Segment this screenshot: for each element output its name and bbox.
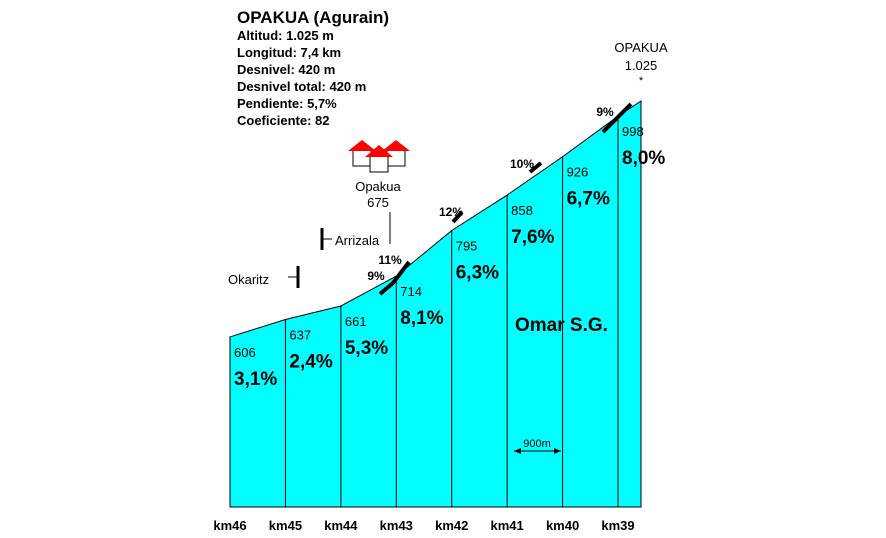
altitude-label: 661 [345, 314, 367, 329]
steep-marker [528, 161, 543, 174]
summit-altitude: 1.025 [625, 58, 658, 73]
profile-area [229, 100, 642, 508]
village-icon [348, 140, 410, 173]
gradient-label: 6,3% [456, 263, 499, 284]
x-tick-label: km43 [380, 518, 413, 533]
plot: 606 3,1% 637 2,4% 661 5,3% 714 8,1% 795 6,3% 858 7,… [229, 100, 665, 508]
steep-marker [451, 210, 464, 224]
altitude-label: 858 [511, 203, 533, 218]
x-tick-label: km42 [435, 518, 468, 533]
info-line: Longitud: 7,4 km [237, 45, 341, 60]
gradient-label: 6,7% [567, 189, 610, 210]
x-tick-label: km46 [213, 518, 246, 533]
summit-name: OPAKUA [614, 40, 668, 55]
gradient-label: 3,1% [234, 369, 277, 390]
village-altitude: 675 [367, 195, 389, 210]
steep-marker [601, 102, 633, 134]
gradient-label: 8,1% [400, 308, 443, 329]
scale-label: 900m [523, 438, 551, 450]
summit: OPAKUA 1.025 * [614, 40, 668, 87]
altitude-label: 795 [456, 239, 478, 254]
altitude-label: 714 [400, 284, 422, 299]
author: Omar S.G. [515, 315, 608, 336]
gradient-label: 5,3% [345, 338, 388, 359]
altitude-label: 637 [289, 327, 311, 342]
steep-label: 10% [510, 157, 534, 171]
steep-marker [391, 260, 411, 285]
x-tick-label: km44 [324, 518, 358, 533]
scale-arrow [514, 448, 521, 454]
info-line: Desnivel: 420 m [237, 62, 335, 77]
info: Altitud: 1.025 m Longitud: 7,4 km Desniv… [237, 28, 366, 128]
scale: 900m [514, 438, 561, 454]
scale-arrow [554, 448, 561, 454]
x-tick-label: km45 [269, 518, 302, 533]
steep-label: 9% [596, 105, 614, 119]
x-tick-label: km39 [601, 518, 634, 533]
x-tick-label: km41 [491, 518, 524, 533]
info-line: Desnivel total: 420 m [237, 79, 366, 94]
gradient-label: 8,0% [622, 148, 665, 169]
steep-label: 9% [367, 269, 385, 283]
village-name: Opakua [355, 179, 401, 194]
info-line: Altitud: 1.025 m [237, 28, 334, 43]
gradient-label: 2,4% [289, 351, 332, 372]
altitude-label: 998 [622, 124, 644, 139]
info-line: Pendiente: 5,7% [237, 96, 337, 111]
gradient-label: 7,6% [511, 227, 554, 248]
okaritz-label: Okaritz [228, 272, 269, 287]
altitude-label: 606 [234, 345, 256, 360]
info-line: Coeficiente: 82 [237, 113, 329, 128]
steep-marker [378, 281, 395, 296]
summit-marker: * [639, 75, 644, 87]
chart-title: OPAKUA (Agurain) [237, 8, 389, 27]
steep-label: 12% [439, 205, 463, 219]
arrizala-label: Arrizala [335, 233, 380, 248]
altitude-label: 926 [567, 165, 589, 180]
x-tick-label: km40 [546, 518, 579, 533]
steep-label: 11% [378, 253, 402, 267]
